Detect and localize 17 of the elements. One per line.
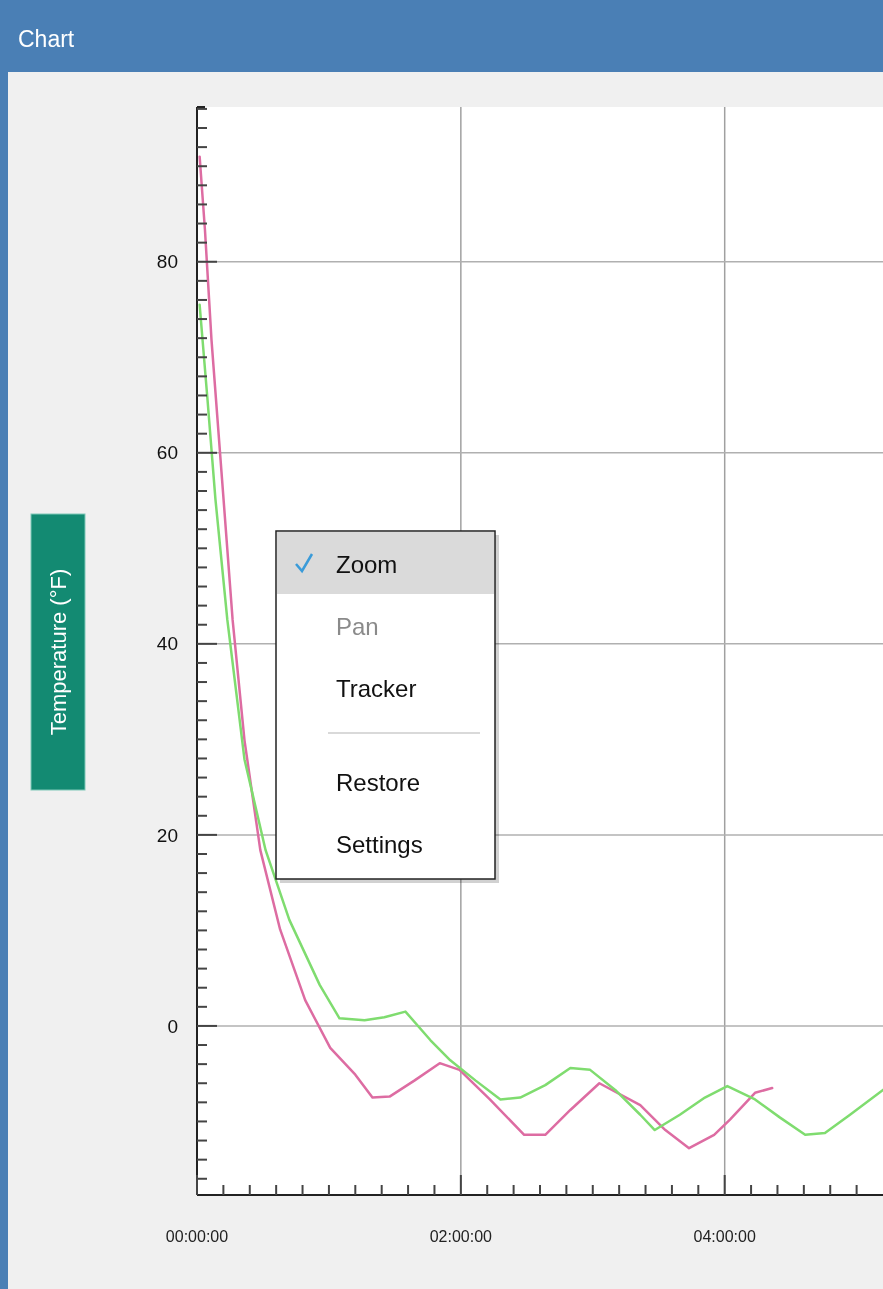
y-tick-label: 0: [167, 1015, 178, 1037]
x-tick-label: 04:00:00: [693, 1228, 756, 1245]
line-series: [198, 303, 883, 1137]
annotation: Zoom: [336, 551, 398, 579]
y-tick-label: 80: [156, 251, 178, 273]
annotation: Pan: [336, 613, 379, 641]
y-tick-label: 40: [156, 633, 178, 655]
x-tick-label: 02:00:00: [429, 1228, 493, 1245]
annotation: Restore: [336, 769, 421, 797]
annotation: Settings: [336, 831, 423, 859]
y-tick-label: 20: [156, 824, 178, 846]
line-series: [198, 155, 774, 1150]
annotation: Tracker: [336, 675, 417, 703]
y-tick-label: 60: [156, 442, 178, 464]
chart-title: Chart: [18, 26, 75, 52]
y-axis-title: Temperature (°F): [45, 568, 71, 736]
x-tick-label: 00:00:00: [165, 1228, 229, 1245]
